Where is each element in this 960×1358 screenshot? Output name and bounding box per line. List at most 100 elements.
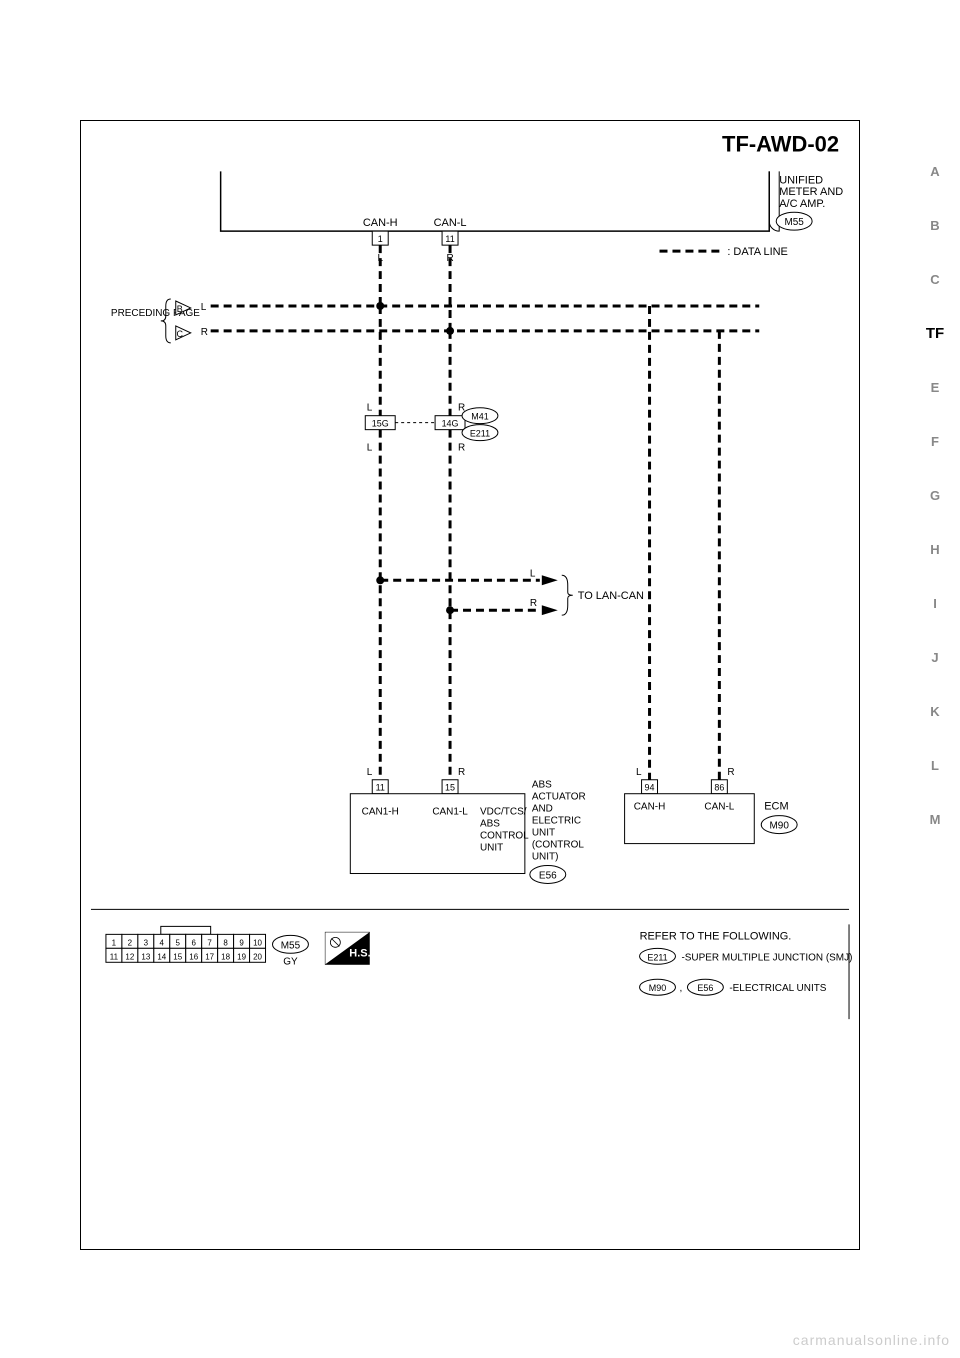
- svg-text:10: 10: [253, 938, 262, 947]
- svg-text:CAN-L: CAN-L: [704, 802, 734, 813]
- svg-text:11: 11: [110, 952, 119, 961]
- watermark: carmanualsonline.info: [793, 1332, 950, 1348]
- svg-text:R: R: [458, 767, 465, 778]
- can-l-label: CAN-L: [434, 217, 467, 229]
- svg-text:18: 18: [221, 952, 230, 961]
- svg-text:11: 11: [445, 234, 454, 244]
- preceding-page: PRECEDING PAGE B L C R: [111, 299, 208, 343]
- svg-text:4: 4: [160, 938, 165, 947]
- svg-text:REFER TO THE FOLLOWING.: REFER TO THE FOLLOWING.: [640, 930, 792, 942]
- svg-text:14: 14: [157, 952, 166, 961]
- svg-text:-SUPER MULTIPLE JUNCTION (SMJ): -SUPER MULTIPLE JUNCTION (SMJ): [681, 952, 852, 963]
- svg-text:L: L: [636, 767, 642, 778]
- svg-text:(CONTROL: (CONTROL: [532, 840, 585, 851]
- svg-text:CAN1-H: CAN1-H: [362, 807, 399, 818]
- svg-text:15: 15: [445, 783, 455, 793]
- svg-text:1: 1: [112, 938, 117, 947]
- svg-text:CAN1-L: CAN1-L: [432, 807, 468, 818]
- svg-text:R: R: [458, 443, 465, 454]
- module-name-line3: A/C AMP.: [779, 198, 825, 210]
- mid-junction-connector: 15G 14G M41 E211 L R: [365, 408, 498, 780]
- vdc-abs-module: L R 11 15 CAN1-H CAN1-L VDC/TCS/ ABS CON…: [350, 767, 585, 884]
- svg-text:M90: M90: [649, 983, 666, 993]
- svg-text:E56: E56: [539, 871, 557, 882]
- svg-text:15: 15: [173, 952, 182, 961]
- svg-text:UNIT: UNIT: [480, 843, 503, 854]
- diagram-title: TF-AWD-02: [722, 131, 839, 156]
- svg-text:-ELECTRICAL UNITS: -ELECTRICAL UNITS: [729, 983, 826, 994]
- svg-text:ECM: ECM: [764, 801, 788, 813]
- svg-text:UNIT): UNIT): [532, 852, 559, 863]
- top-drops: L R: [377, 245, 453, 331]
- svg-text:M41: M41: [471, 412, 488, 422]
- tab-l[interactable]: L: [923, 754, 947, 778]
- footer-refer: REFER TO THE FOLLOWING. E211 -SUPER MULT…: [640, 924, 853, 1019]
- svg-text:8: 8: [223, 938, 228, 947]
- svg-text:5: 5: [176, 938, 181, 947]
- tab-a[interactable]: A: [923, 160, 947, 184]
- tab-j[interactable]: J: [923, 646, 947, 670]
- can-h-label: CAN-H: [363, 217, 398, 229]
- tab-h[interactable]: H: [923, 538, 947, 562]
- wiring-svg: TF-AWD-02 UNIFIED METER AND A/C AMP. M55…: [81, 121, 859, 1249]
- svg-text:CAN-H: CAN-H: [634, 802, 666, 813]
- tab-m[interactable]: M: [923, 808, 947, 832]
- svg-text:ACTUATOR: ACTUATOR: [532, 792, 586, 803]
- svg-text:CONTROL: CONTROL: [480, 831, 529, 842]
- connector-m55: M55: [776, 212, 812, 230]
- page: A B C TF E F G H I J K L M TF-AWD-02 UNI…: [0, 0, 960, 1358]
- svg-text:ABS: ABS: [480, 819, 500, 830]
- svg-text:B: B: [177, 304, 183, 314]
- svg-text:AND: AND: [532, 804, 553, 815]
- svg-text:6: 6: [191, 938, 196, 947]
- tab-i[interactable]: I: [923, 592, 947, 616]
- svg-text:TO LAN-CAN: TO LAN-CAN: [578, 590, 644, 602]
- svg-text:R: R: [201, 327, 208, 338]
- svg-text:GY: GY: [283, 956, 298, 967]
- svg-text:16: 16: [189, 952, 198, 961]
- module-name-line1: UNIFIED: [779, 174, 823, 186]
- svg-text:13: 13: [141, 952, 150, 961]
- svg-text:H.S.: H.S.: [349, 947, 370, 959]
- svg-text:M55: M55: [281, 940, 301, 951]
- module-name-line2: METER AND: [779, 186, 843, 198]
- wiring-diagram: TF-AWD-02 UNIFIED METER AND A/C AMP. M55…: [80, 120, 860, 1250]
- hs-icon: H.S.: [325, 932, 370, 964]
- svg-text:12: 12: [125, 952, 134, 961]
- section-tabs: A B C TF E F G H I J K L M: [910, 120, 960, 1160]
- svg-text:ELECTRIC: ELECTRIC: [532, 816, 581, 827]
- unified-meter-module: UNIFIED METER AND A/C AMP. M55 CAN-H CAN…: [221, 171, 844, 245]
- svg-text:ABS: ABS: [532, 780, 552, 791]
- footer-connector: 1 2 3 4 5 6 7 8 9 10 11 12: [106, 926, 371, 967]
- legend-data-line: : DATA LINE: [660, 246, 788, 258]
- svg-text:E56: E56: [697, 983, 713, 993]
- pin-table: 1 2 3 4 5 6 7 8 9 10 11 12: [106, 934, 266, 962]
- lan-can-branch: L R TO LAN-CAN: [376, 568, 644, 615]
- svg-text:M55: M55: [784, 217, 804, 228]
- svg-text:L: L: [530, 568, 536, 579]
- svg-text:E211: E211: [470, 429, 490, 439]
- svg-text:94: 94: [645, 783, 655, 793]
- svg-text:1: 1: [378, 234, 383, 244]
- svg-text:C: C: [177, 329, 184, 339]
- svg-text:,: ,: [679, 983, 682, 994]
- svg-text:9: 9: [239, 938, 244, 947]
- svg-text:11: 11: [376, 783, 385, 793]
- horizontal-bus: [211, 302, 760, 335]
- svg-text:3: 3: [144, 938, 149, 947]
- svg-text:R: R: [530, 598, 537, 609]
- tab-k[interactable]: K: [923, 700, 947, 724]
- svg-text:L: L: [201, 302, 207, 313]
- tab-f[interactable]: F: [923, 430, 947, 454]
- svg-text:20: 20: [253, 952, 262, 961]
- tab-c[interactable]: C: [923, 268, 947, 292]
- svg-text:: DATA LINE: : DATA LINE: [727, 246, 788, 258]
- tab-tf[interactable]: TF: [923, 322, 947, 346]
- svg-text:L: L: [367, 403, 373, 414]
- tab-e[interactable]: E: [923, 376, 947, 400]
- svg-text:19: 19: [237, 952, 246, 961]
- tab-b[interactable]: B: [923, 214, 947, 238]
- tab-g[interactable]: G: [923, 484, 947, 508]
- svg-text:2: 2: [128, 938, 133, 947]
- svg-text:VDC/TCS/: VDC/TCS/: [480, 807, 527, 818]
